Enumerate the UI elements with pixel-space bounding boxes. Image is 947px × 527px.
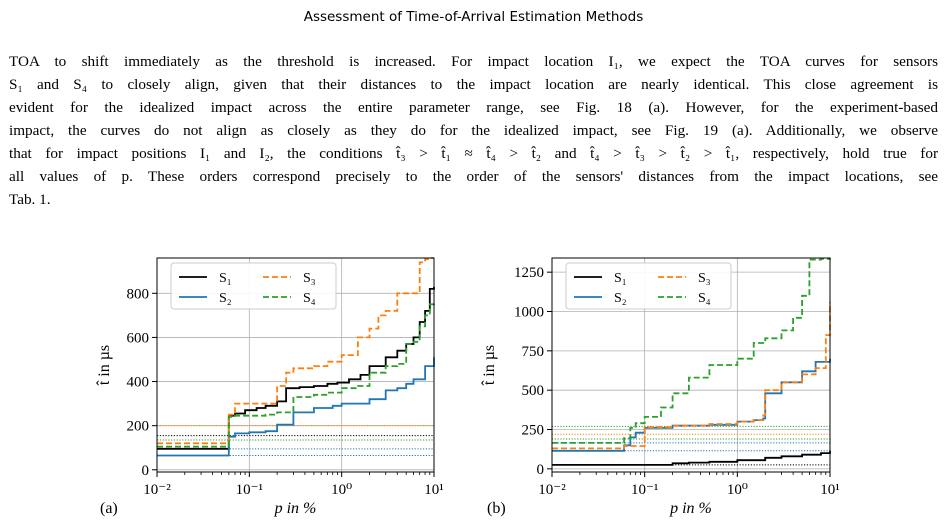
x-tick-label: 10⁻¹: [236, 482, 263, 498]
paragraph-line: S₁ and S₄ to closely align, given that t…: [9, 76, 938, 93]
plot-frame: [551, 257, 831, 473]
legend-box: [565, 262, 732, 310]
legend-label-s3: S₃: [698, 271, 711, 286]
series-line-s3: [157, 257, 434, 445]
legend-label-s4: S₄: [303, 291, 316, 306]
series-line-s1: [157, 286, 435, 450]
y-tick-label: 0: [142, 463, 150, 479]
x-axis-label: p in %: [274, 500, 317, 517]
paragraph-line: Tab. 1.: [9, 191, 51, 208]
panel-label: (a): [100, 500, 118, 517]
legend-label-s2: S₂: [614, 291, 627, 306]
x-tick-label: 10⁻¹: [631, 482, 658, 498]
legend: S₁ S₂ S₃ S₄: [170, 262, 337, 310]
legend-label-s3: S₃: [303, 271, 316, 286]
chart-panel-a: 10⁻² 10⁻¹ 10⁰ 10¹ 0 200 400 600 800 p in % t̂ in µ…: [95, 257, 444, 517]
panel-label: (b): [487, 500, 506, 517]
legend-label-s1: S₁: [219, 271, 232, 286]
legend-box: [170, 262, 337, 310]
series-line-s4: [157, 302, 435, 448]
y-tick-label: 500: [522, 383, 545, 399]
y-tick-label: 200: [127, 419, 150, 435]
plot-frame: [156, 257, 435, 473]
y-axis-label: t̂ in µs: [95, 345, 113, 386]
chart-panel-a: 10⁻² 10⁻¹ 10⁰ 10¹ 0 200 400 600 800 p in % t̂ in µ…: [95, 257, 840, 517]
y-tick-label: 1000: [514, 305, 544, 321]
figure: 10⁻² 10⁻¹ 10⁰ 10¹ 0 200 400 600 800 p in % t̂ in µ…: [0, 250, 947, 527]
series-line-s2: [552, 358, 831, 452]
legend-label-s1: S₁: [614, 271, 627, 286]
paragraph-line: that for impact positions I₁ and I₂, the…: [9, 145, 938, 162]
series-line-s4: [552, 257, 831, 444]
y-axis-label: t̂ in µs: [480, 345, 498, 386]
y-tick-label: 1250: [514, 265, 544, 281]
running-head: Assessment of Time-of-Arrival Estimation…: [303, 9, 644, 25]
body-paragraph: TOA to shift immediately as the threshol…: [9, 50, 938, 211]
y-tick-label: 600: [127, 330, 150, 346]
y-tick-label: 400: [127, 375, 150, 391]
y-tick-label: 750: [522, 344, 545, 360]
legend-label-s4: S₄: [698, 291, 711, 306]
x-tick-label: 10⁻²: [143, 482, 171, 498]
paragraph-line: evident for the idealized impact across …: [9, 99, 938, 116]
x-tick-label: 10¹: [424, 482, 444, 498]
x-axis-label: p in %: [669, 500, 712, 517]
x-tick-label: 10⁰: [727, 482, 748, 498]
series-line-s2: [157, 357, 435, 457]
x-tick-label: 10¹: [820, 482, 840, 498]
y-tick-label: 800: [127, 286, 150, 302]
y-tick-label: 0: [537, 462, 545, 478]
x-tick-label: 10⁻²: [538, 482, 566, 498]
paragraph-line: all values of p. These orders correspond…: [9, 168, 938, 185]
y-tick-label: 250: [522, 423, 545, 439]
legend: S₁ S₂ S₃ S₄: [565, 262, 732, 310]
series-line-s3: [552, 302, 831, 450]
paragraph-line: TOA to shift immediately as the threshol…: [9, 53, 938, 70]
x-tick-label: 10⁰: [331, 482, 352, 498]
series-line-s1: [552, 450, 831, 466]
legend-label-s2: S₂: [219, 291, 232, 306]
paragraph-line: impact, the curves do not align as close…: [9, 122, 938, 139]
chart-panel-b: 10⁻² 10⁻¹ 10⁰ 10¹ 0 250 500 750 1000 1250 p in % t̂…: [480, 257, 840, 517]
